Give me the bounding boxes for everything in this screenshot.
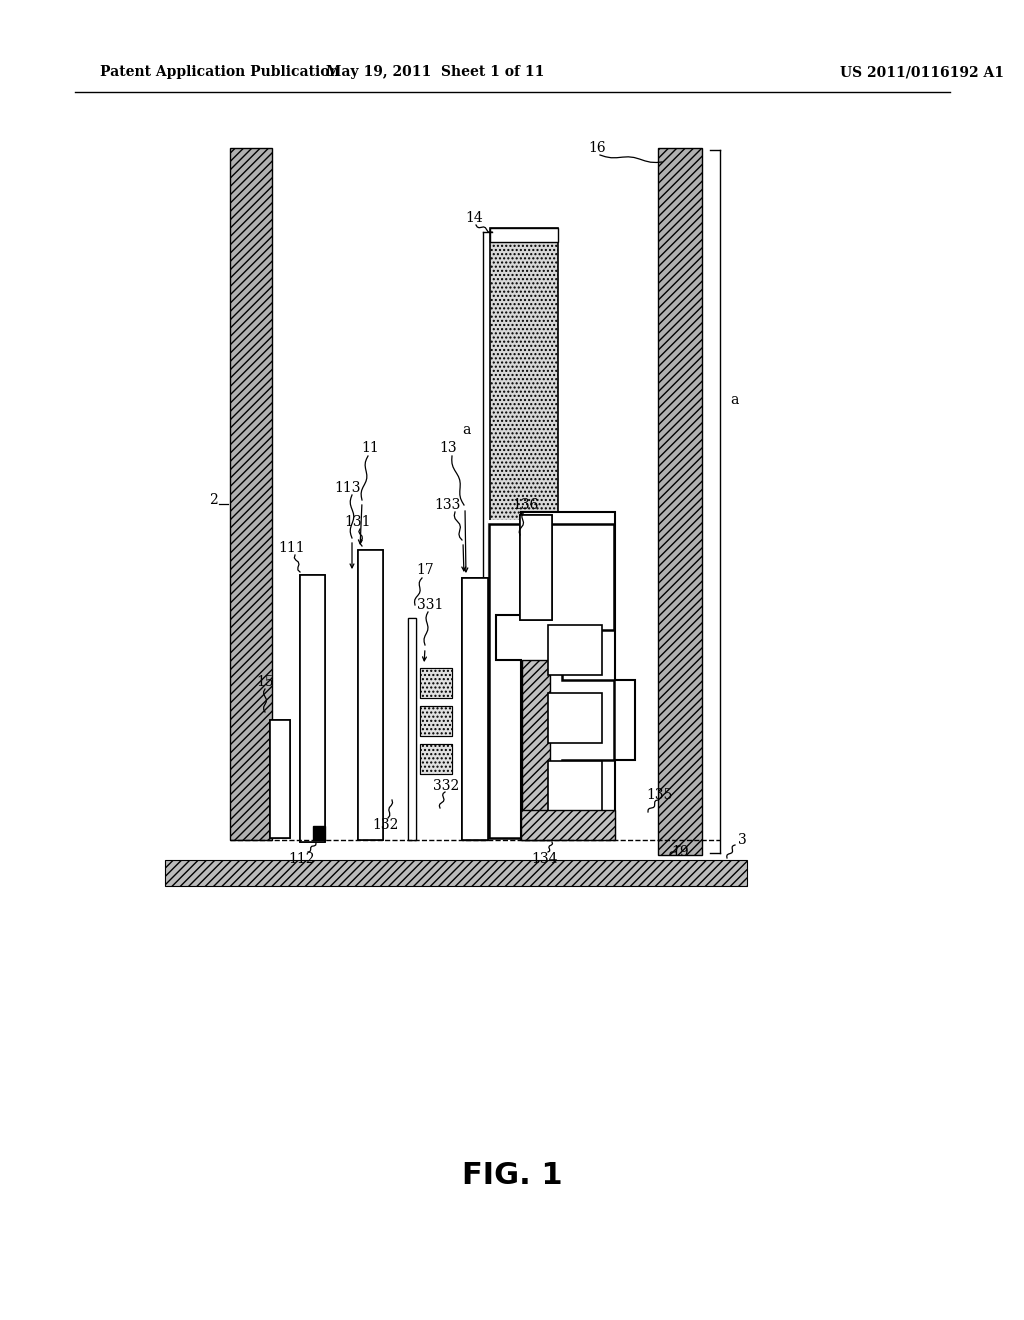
Bar — [270, 719, 290, 838]
Bar — [420, 744, 452, 774]
Bar — [230, 148, 272, 840]
Text: 134: 134 — [531, 851, 558, 866]
Text: 13: 13 — [439, 441, 457, 455]
Bar — [488, 520, 618, 845]
Text: 16: 16 — [588, 141, 606, 154]
Bar — [498, 540, 526, 660]
Text: FIG. 1: FIG. 1 — [462, 1160, 562, 1189]
Bar — [496, 660, 526, 840]
Text: 17: 17 — [416, 564, 434, 577]
Bar — [521, 810, 615, 840]
Text: 14: 14 — [465, 211, 483, 224]
Bar — [490, 228, 558, 242]
Bar — [548, 624, 602, 675]
Bar — [420, 706, 452, 737]
Bar — [462, 578, 488, 840]
Text: 19: 19 — [671, 845, 689, 859]
Polygon shape — [496, 512, 635, 840]
Text: 112: 112 — [289, 851, 315, 866]
Text: 2: 2 — [209, 492, 218, 507]
Text: a: a — [463, 422, 471, 437]
Bar — [420, 668, 452, 698]
Bar — [358, 550, 383, 840]
Text: 113: 113 — [335, 480, 361, 495]
Bar — [462, 578, 488, 840]
Text: 3: 3 — [738, 833, 746, 847]
Text: a: a — [730, 393, 738, 407]
Text: 111: 111 — [279, 541, 305, 554]
Text: 15: 15 — [256, 675, 273, 689]
Bar — [548, 762, 602, 810]
Bar — [522, 660, 550, 840]
Bar — [270, 719, 290, 838]
Bar — [530, 624, 585, 677]
Text: May 19, 2011  Sheet 1 of 11: May 19, 2011 Sheet 1 of 11 — [326, 65, 544, 79]
Polygon shape — [489, 521, 561, 840]
Text: 132: 132 — [372, 818, 398, 832]
Text: 135: 135 — [647, 788, 673, 803]
Bar — [408, 618, 416, 840]
Bar — [462, 578, 486, 840]
Bar — [528, 618, 559, 840]
Bar — [489, 521, 561, 540]
Text: 136: 136 — [513, 498, 540, 512]
Text: 131: 131 — [345, 515, 372, 529]
Text: 331: 331 — [417, 598, 443, 612]
Bar — [420, 744, 452, 774]
Bar — [530, 693, 585, 744]
Text: US 2011/0116192 A1: US 2011/0116192 A1 — [840, 65, 1004, 79]
Bar — [420, 706, 452, 737]
Bar — [420, 668, 452, 698]
Bar — [165, 861, 746, 886]
Bar — [490, 228, 558, 840]
Bar — [658, 148, 702, 855]
Bar — [520, 515, 552, 620]
Bar — [358, 550, 383, 840]
Bar — [530, 762, 585, 813]
Bar — [300, 576, 325, 842]
Bar — [520, 515, 552, 620]
Text: 133: 133 — [435, 498, 461, 512]
Bar — [313, 826, 325, 840]
Bar — [300, 576, 325, 842]
Text: 332: 332 — [433, 779, 459, 793]
Bar — [548, 693, 602, 743]
Text: 11: 11 — [361, 441, 379, 455]
Bar — [462, 756, 562, 840]
Bar — [408, 618, 416, 840]
Text: Patent Application Publication: Patent Application Publication — [100, 65, 340, 79]
